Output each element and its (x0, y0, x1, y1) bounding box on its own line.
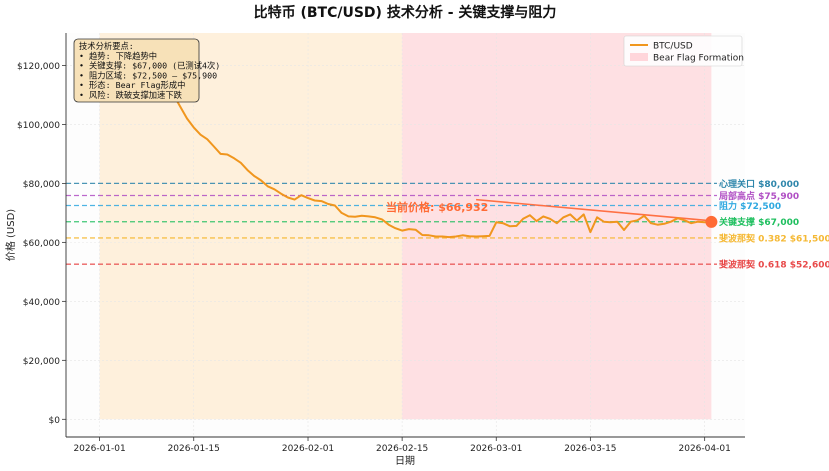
annotation-box: 技术分析要点:• 趋势: 下降趋势中• 关键支撑: $67,000 (已测试4次… (73, 38, 220, 103)
x-tick-label: 2026-02-01 (282, 444, 334, 454)
current-price-marker (705, 215, 718, 228)
level-label: 局部高点 $75,900 (719, 190, 799, 202)
y-tick-label: $100,000 (17, 121, 60, 131)
legend-frame (623, 35, 743, 67)
y-tick-label: $0 (49, 416, 61, 426)
axes: $0 $20,000 $40,000 $60,000 $80,000 $100,000 $1… (17, 33, 745, 454)
x-tick-label: 2026-03-15 (564, 444, 616, 454)
y-tick-label: $20,000 (23, 357, 60, 367)
annotation-line: • 趋势: 下降趋势中 (79, 51, 157, 61)
y-tick-label: $80,000 (23, 180, 60, 190)
chart-title: 比特币 (BTC/USD) 技术分析 - 关键支撑与阻力 (254, 4, 557, 21)
legend: BTC/USD Bear Flag Formation (623, 35, 744, 67)
x-tick-label: 2026-02-15 (376, 444, 428, 454)
x-axis-label: 日期 (395, 455, 415, 467)
level-label: 斐波那契 0.382 $61,500 (718, 232, 829, 244)
x-tick-label: 2026-01-15 (168, 444, 220, 454)
legend-label: Bear Flag Formation (653, 54, 744, 64)
annotation-line: • 风险: 跌破支撑加速下跌 (79, 90, 183, 100)
level-label: 心理关口 $80,000 (719, 178, 799, 190)
x-tick-label: 2026-01-01 (73, 444, 125, 454)
btc-price-line (99, 46, 712, 239)
y-axis-label: 价格 (USD) (4, 209, 17, 261)
y-tick-label: $40,000 (23, 298, 60, 308)
x-tick-label: 2026-03-01 (470, 444, 522, 454)
annotation-line: • 阻力区域: $72,500 – $75,900 (79, 70, 217, 80)
annotation-line: 技术分析要点: (79, 41, 134, 51)
y-tick-label: $120,000 (17, 62, 60, 72)
current-price-label: 当前价格: $66,932 (386, 200, 488, 214)
annotation-line: • 形态: Bear Flag形成中 (79, 80, 185, 90)
bear-flag-trendline (476, 198, 712, 222)
price-series: 当前价格: $66,932 (99, 46, 718, 239)
annotation-line: • 关键支撑: $67,000 (已测试4次) (79, 61, 220, 71)
x-tick-label: 2026-04-01 (679, 444, 731, 454)
level-label: 阻力 $72,500 (719, 200, 781, 212)
level-label: 关键支撑 $67,000 (719, 216, 799, 228)
legend-label: BTC/USD (653, 42, 693, 52)
y-tick-label: $60,000 (23, 239, 60, 249)
legend-swatch-patch (630, 53, 648, 61)
level-label: 斐波那契 0.618 $52,600 (718, 259, 829, 271)
annotation-box-frame (73, 38, 200, 103)
shade-bear-flag-region (402, 33, 712, 420)
